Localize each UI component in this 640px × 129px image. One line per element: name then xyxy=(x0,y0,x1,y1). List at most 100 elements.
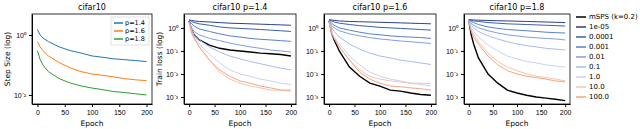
x-tick-mark xyxy=(355,104,356,107)
y-axis-line xyxy=(324,15,325,105)
x-tick-mark xyxy=(493,104,494,107)
legend-box xyxy=(111,17,149,45)
y-tick-mark xyxy=(181,97,184,98)
legend-swatch xyxy=(576,46,586,48)
series-line xyxy=(189,21,291,41)
y-tick: 10⁻¹ xyxy=(446,48,464,55)
x-tick-mark xyxy=(517,104,518,107)
legend-label: 10.0 xyxy=(589,83,605,91)
legend-swatch xyxy=(576,36,586,38)
y-tick-label: 10⁰ xyxy=(16,32,27,39)
x-axis-title: Epoch xyxy=(506,119,529,128)
x-tick-label: 150 xyxy=(260,109,272,116)
legend-swatch xyxy=(576,56,586,58)
x-axis: 050100150200 xyxy=(33,104,153,116)
series-line xyxy=(189,22,291,70)
y-axis-line xyxy=(184,15,185,105)
legend-swatch xyxy=(576,16,586,18)
x-tick: 100 xyxy=(87,104,99,116)
x-tick-mark xyxy=(215,104,216,107)
series-line xyxy=(469,20,565,27)
series-line xyxy=(189,22,291,91)
x-tick-mark xyxy=(37,104,38,107)
y-tick: 10⁻¹ xyxy=(306,48,324,55)
x-axis-title: Epoch xyxy=(81,119,104,128)
legend-label: 0.01 xyxy=(589,53,605,61)
x-tick-mark xyxy=(565,104,566,107)
x-tick-mark xyxy=(265,104,266,107)
lines xyxy=(189,20,291,91)
y-tick-label: 10⁻² xyxy=(446,71,459,78)
x-tick: 100 xyxy=(235,104,247,116)
x-tick: 50 xyxy=(490,104,498,116)
panel: 05010015020010⁰10⁻²cifar10EpochStep Size… xyxy=(3,3,153,128)
x-tick-label: 200 xyxy=(141,109,153,116)
chart-title: cifar10 p=1.4 xyxy=(213,3,268,12)
x-tick: 50 xyxy=(351,104,359,116)
x-axis: 050100150200 xyxy=(465,104,572,116)
x-tick: 100 xyxy=(512,104,524,116)
series-line xyxy=(329,21,431,95)
legend-label: 1.0 xyxy=(589,73,600,81)
x-tick: 0 xyxy=(328,104,332,116)
x-tick-label: 50 xyxy=(351,109,359,116)
series-line xyxy=(189,22,291,90)
x-tick-mark xyxy=(541,104,542,107)
legend-swatch xyxy=(576,26,586,28)
y-axis: 10⁰ 10⁻¹ 10⁻² 10⁻³ xyxy=(306,15,325,105)
x-tick: 0 xyxy=(188,104,192,116)
x-tick-mark xyxy=(431,104,432,107)
x-tick-mark xyxy=(380,104,381,107)
x-tick: 150 xyxy=(400,104,412,116)
x-tick-mark xyxy=(240,104,241,107)
y-tick-mark xyxy=(29,35,32,36)
series-line xyxy=(469,20,565,39)
y-tick-mark xyxy=(461,51,464,52)
x-tick-label: 50 xyxy=(490,109,498,116)
x-tick-mark xyxy=(65,104,66,107)
panel: 05010015020010⁰10⁻¹10⁻²10⁻³cifar10 p=1.4… xyxy=(155,3,297,128)
plot-frame xyxy=(324,14,436,104)
legend-swatch xyxy=(114,22,123,24)
y-tick: 10⁻³ xyxy=(166,94,184,101)
x-tick-label: 100 xyxy=(235,109,247,116)
x-tick-label: 100 xyxy=(87,109,99,116)
y-tick: 10⁰ xyxy=(308,25,324,32)
y-tick-label: 10⁻³ xyxy=(446,94,459,101)
y-tick-mark xyxy=(181,51,184,52)
y-tick-mark xyxy=(181,74,184,75)
y-tick-label: 10⁻¹ xyxy=(166,48,179,55)
y-tick-mark xyxy=(29,95,32,96)
legend: p=1.4p=1.6p=1.8 xyxy=(111,17,149,45)
x-tick-label: 0 xyxy=(328,109,332,116)
y-tick-label: 10⁻³ xyxy=(306,94,319,101)
x-tick: 0 xyxy=(467,104,471,116)
x-tick: 150 xyxy=(114,104,126,116)
y-tick-label: 10⁻¹ xyxy=(446,48,459,55)
y-tick-label: 10⁻² xyxy=(14,92,27,99)
y-tick-mark xyxy=(321,97,324,98)
x-tick-mark xyxy=(189,104,190,107)
y-tick-label: 10⁻² xyxy=(306,71,319,78)
y-tick-mark xyxy=(321,51,324,52)
chart-title: cifar10 p=1.6 xyxy=(353,3,408,12)
series-line xyxy=(329,22,431,90)
x-tick-label: 200 xyxy=(426,109,438,116)
y-axis-line xyxy=(32,15,33,105)
y-tick-mark xyxy=(461,97,464,98)
legend-label: mSPS (k=0.2) xyxy=(589,13,638,21)
y-tick: 10⁻¹ xyxy=(166,48,184,55)
legend-label: 1e-05 xyxy=(589,23,609,31)
y-tick-label: 10⁰ xyxy=(448,25,459,32)
y-tick: 10⁻² xyxy=(446,71,464,78)
series-line xyxy=(469,21,565,50)
x-tick-mark xyxy=(291,104,292,107)
series-line xyxy=(469,21,565,101)
y-axis-line xyxy=(464,15,465,105)
x-tick: 50 xyxy=(61,104,69,116)
x-tick-label: 200 xyxy=(286,109,298,116)
series-line xyxy=(329,20,431,24)
plot-frame xyxy=(184,14,296,104)
y-tick-mark xyxy=(181,28,184,29)
lines xyxy=(329,20,431,96)
